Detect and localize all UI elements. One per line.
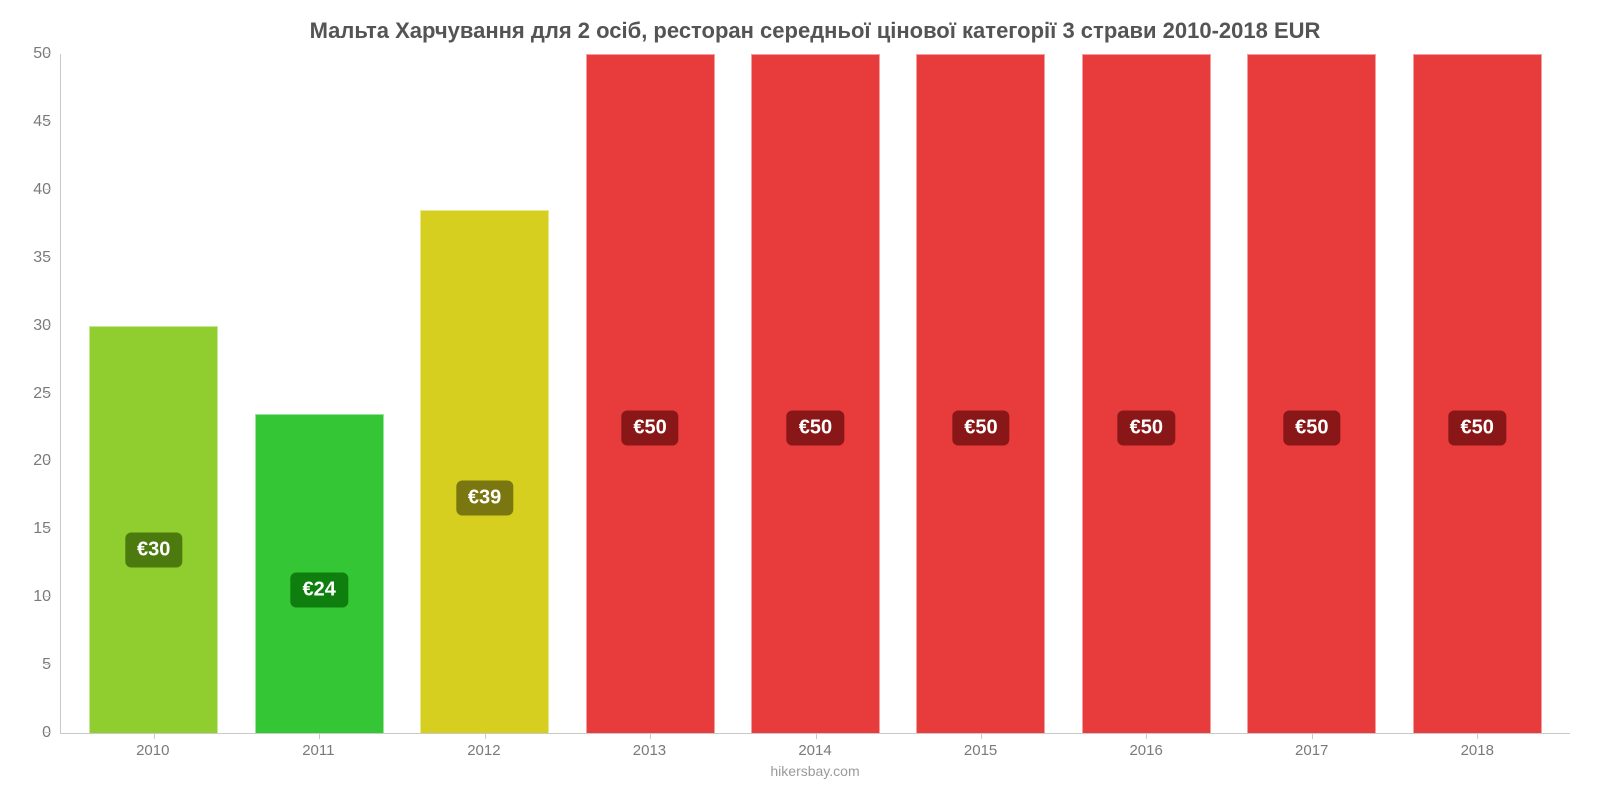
bar-slot: €24 <box>236 54 401 733</box>
bar: €50 <box>1082 54 1211 733</box>
plot-area: 05101520253035404550 €30€24€39€50€50€50€… <box>60 54 1570 734</box>
bar: €24 <box>255 414 384 733</box>
bar: €50 <box>1247 54 1376 733</box>
chart-title: Мальта Харчування для 2 осіб, ресторан с… <box>60 18 1570 44</box>
y-tick-mark <box>45 189 51 190</box>
x-tick-mark <box>319 733 320 739</box>
bar-chart: Мальта Харчування для 2 осіб, ресторан с… <box>0 0 1600 800</box>
x-tick-mark <box>1146 733 1147 739</box>
bar-value-label: €50 <box>787 410 844 445</box>
x-axis-label: 2010 <box>70 742 236 759</box>
x-tick-mark <box>816 733 817 739</box>
bar: €50 <box>916 54 1045 733</box>
y-tick-label: 35 <box>3 249 51 267</box>
bar: €50 <box>1413 54 1542 733</box>
y-tick-label: 20 <box>3 452 51 470</box>
bar-slot: €30 <box>71 54 236 733</box>
x-axis-label: 2016 <box>1063 742 1229 759</box>
bar-value-label: €50 <box>952 410 1009 445</box>
y-tick-mark <box>45 325 51 326</box>
y-tick-label: 0 <box>3 724 51 742</box>
y-tick-label: 5 <box>3 656 51 674</box>
bar: €50 <box>586 54 715 733</box>
bar-value-label: €30 <box>125 533 182 568</box>
y-tick-label: 25 <box>3 385 51 403</box>
x-tick-mark <box>1312 733 1313 739</box>
x-tick-mark <box>1477 733 1478 739</box>
x-axis-label: 2012 <box>401 742 567 759</box>
y-tick-label: 45 <box>3 113 51 131</box>
y-tick-label: 50 <box>3 45 51 63</box>
y-tick-mark <box>45 732 51 733</box>
bar-value-label: €39 <box>456 481 513 516</box>
bar-slot: €50 <box>1395 54 1560 733</box>
y-tick-mark <box>45 121 51 122</box>
y-tick-label: 40 <box>3 181 51 199</box>
x-tick-mark <box>485 733 486 739</box>
x-axis-label: 2015 <box>898 742 1064 759</box>
y-tick-mark <box>45 596 51 597</box>
x-axis-label: 2013 <box>567 742 733 759</box>
bar-slot: €50 <box>567 54 732 733</box>
bar-slot: €50 <box>733 54 898 733</box>
y-tick-mark <box>45 53 51 54</box>
bar: €30 <box>89 326 218 733</box>
x-axis-label: 2014 <box>732 742 898 759</box>
bar-value-label: €50 <box>621 410 678 445</box>
y-tick-label: 10 <box>3 588 51 606</box>
y-tick-mark <box>45 664 51 665</box>
x-tick-mark <box>650 733 651 739</box>
bar-value-label: €24 <box>290 572 347 607</box>
y-tick-label: 30 <box>3 317 51 335</box>
bars-container: €30 €24 €39 €50 €50 €50 €50 €50 €50 <box>61 54 1570 733</box>
x-tick-mark <box>981 733 982 739</box>
y-tick-mark <box>45 257 51 258</box>
y-tick-label: 15 <box>3 520 51 538</box>
y-tick-mark <box>45 528 51 529</box>
bar: €39 <box>420 210 549 733</box>
bar-slot: €50 <box>1064 54 1229 733</box>
bar-value-label: €50 <box>1283 410 1340 445</box>
bar-slot: €50 <box>898 54 1063 733</box>
y-tick-mark <box>45 460 51 461</box>
bar-slot: €39 <box>402 54 567 733</box>
bar-value-label: €50 <box>1449 410 1506 445</box>
bar-value-label: €50 <box>1118 410 1175 445</box>
y-axis-ticks: 05101520253035404550 <box>51 54 61 733</box>
y-tick-mark <box>45 393 51 394</box>
attribution: hikersbay.com <box>60 763 1570 779</box>
bar-slot: €50 <box>1229 54 1394 733</box>
x-axis-label: 2011 <box>236 742 402 759</box>
x-axis-label: 2018 <box>1395 742 1561 759</box>
bar: €50 <box>751 54 880 733</box>
x-tick-mark <box>154 733 155 739</box>
x-axis-label: 2017 <box>1229 742 1395 759</box>
